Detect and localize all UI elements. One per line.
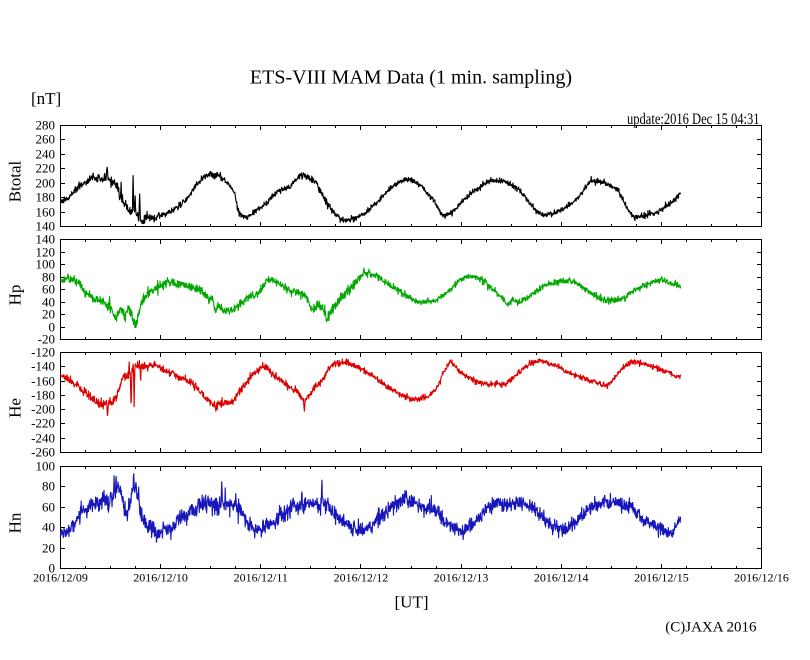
svg-text:-120: -120 (31, 345, 55, 360)
svg-text:-20: -20 (38, 332, 55, 347)
svg-text:100: 100 (36, 459, 56, 474)
svg-text:Hn: Hn (6, 512, 25, 533)
svg-text:2016/12/15: 2016/12/15 (634, 570, 689, 584)
svg-text:ETS-VIII MAM Data (1 min. samp: ETS-VIII MAM Data (1 min. sampling) (250, 67, 572, 89)
svg-text:2016/12/10: 2016/12/10 (133, 570, 188, 584)
svg-text:He: He (6, 398, 25, 418)
svg-text:60: 60 (42, 500, 55, 515)
svg-text:Btotal: Btotal (6, 160, 25, 202)
svg-text:200: 200 (36, 176, 56, 191)
svg-text:120: 120 (36, 245, 56, 260)
svg-text:-240: -240 (31, 431, 55, 446)
svg-text:2016/12/12: 2016/12/12 (334, 570, 389, 584)
svg-text:-260: -260 (31, 445, 55, 460)
svg-text:2016/12/13: 2016/12/13 (434, 570, 489, 584)
svg-text:0: 0 (49, 320, 56, 335)
svg-text:-200: -200 (31, 402, 55, 417)
svg-text:update:2016 Dec 15 04:31: update:2016 Dec 15 04:31 (627, 111, 760, 128)
svg-text:Hp: Hp (6, 285, 25, 306)
svg-text:180: 180 (36, 190, 56, 205)
svg-text:[UT]: [UT] (395, 593, 429, 612)
svg-text:2016/12/09: 2016/12/09 (33, 570, 88, 584)
svg-text:140: 140 (36, 232, 56, 247)
svg-text:240: 240 (36, 147, 56, 162)
svg-text:20: 20 (42, 541, 55, 556)
svg-text:[nT]: [nT] (31, 89, 61, 108)
svg-text:2016/12/14: 2016/12/14 (534, 570, 589, 584)
svg-text:100: 100 (36, 257, 56, 272)
svg-text:220: 220 (36, 161, 56, 176)
svg-text:40: 40 (42, 520, 55, 535)
svg-text:-180: -180 (31, 388, 55, 403)
svg-text:-160: -160 (31, 374, 55, 389)
svg-text:2016/12/16: 2016/12/16 (734, 570, 789, 584)
svg-text:140: 140 (36, 219, 56, 234)
svg-text:260: 260 (36, 132, 56, 147)
svg-text:60: 60 (42, 282, 55, 297)
svg-text:-220: -220 (31, 416, 55, 431)
svg-text:40: 40 (42, 295, 55, 310)
svg-text:-140: -140 (31, 359, 55, 374)
svg-text:160: 160 (36, 205, 56, 220)
svg-text:20: 20 (42, 307, 55, 322)
svg-text:2016/12/11: 2016/12/11 (234, 570, 288, 584)
svg-text:80: 80 (42, 270, 55, 285)
svg-text:80: 80 (42, 479, 55, 494)
svg-text:(C)JAXA 2016: (C)JAXA 2016 (665, 620, 757, 636)
svg-text:280: 280 (36, 118, 56, 133)
svg-text:0: 0 (49, 561, 56, 576)
